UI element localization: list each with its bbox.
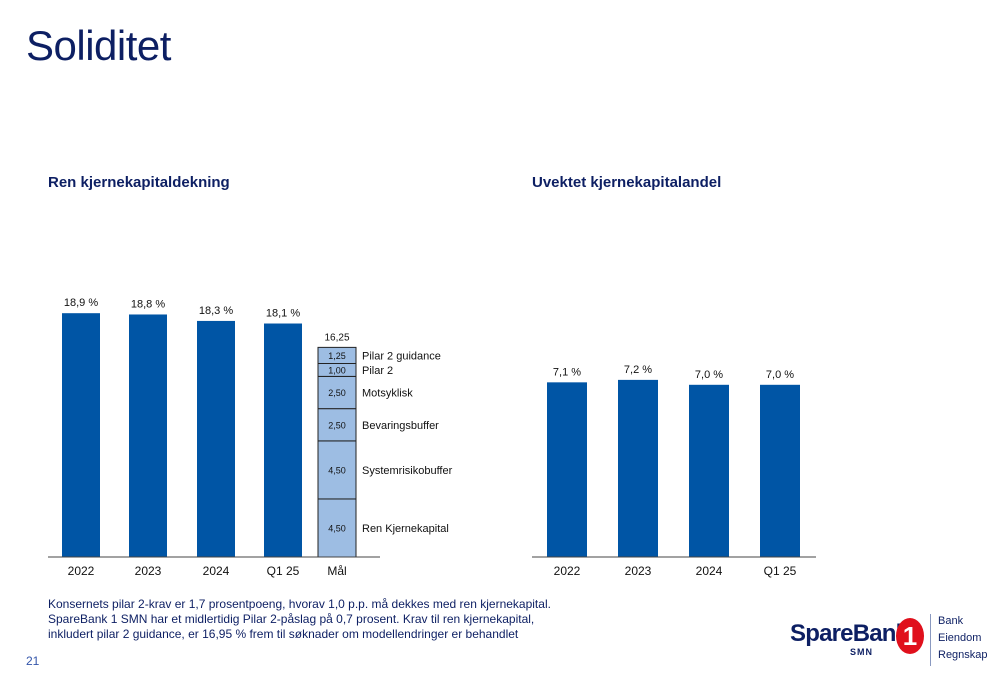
bar (547, 382, 587, 557)
x-tick-label: 2022 (554, 564, 581, 578)
stack-segment-name: Bevaringsbuffer (362, 420, 439, 432)
x-tick-label: Mål (327, 564, 346, 578)
stack-segment-name: Motsyklisk (362, 388, 413, 400)
bar (62, 313, 100, 557)
bar-value-label: 7,0 % (766, 369, 794, 381)
bar-value-label: 7,0 % (695, 369, 723, 381)
stack-segment (317, 440, 357, 500)
bar-value-label: 18,1 % (266, 308, 300, 320)
stack-segment (317, 346, 357, 364)
x-tick-label: Q1 25 (267, 564, 300, 578)
bar-value-label: 18,8 % (131, 298, 165, 310)
stack-segment-value: 1,00 (328, 365, 346, 375)
x-tick-label: 2023 (625, 564, 652, 578)
x-tick-label: 2024 (203, 564, 230, 578)
x-tick-label: 2022 (68, 564, 95, 578)
logo-sub: SMN (850, 647, 873, 657)
stack-segment-name: Systemrisikobuffer (362, 465, 453, 477)
bar-value-label: 18,3 % (199, 305, 233, 317)
bar (689, 384, 729, 557)
page-title: Soliditet (26, 22, 171, 69)
stack-segment-value: 2,50 (328, 388, 346, 398)
footnote-line: SpareBank 1 SMN har et midlertidig Pilar… (48, 612, 535, 626)
page-number: 21 (26, 654, 40, 668)
stack-segment (317, 408, 357, 442)
bar-value-label: 7,1 % (553, 366, 581, 378)
stack-segment-value: 4,50 (328, 523, 346, 533)
bar-value-label: 18,9 % (64, 297, 98, 309)
bar (618, 379, 658, 557)
chart-title-leverage-ratio: Uvektet kjernekapitalandel (532, 174, 722, 191)
logo-business-areas: Bank Eiendom Regnskap (938, 613, 988, 664)
footnote-line: Konsernets pilar 2-krav er 1,7 prosentpo… (48, 597, 551, 611)
logo-item: Bank (938, 615, 964, 627)
logo-item: Regnskap (938, 649, 988, 661)
x-tick-label: Q1 25 (764, 564, 797, 578)
bar (129, 314, 167, 557)
stack-segment-value: 1,25 (328, 351, 346, 361)
stack-segment-value: 4,50 (328, 465, 346, 475)
stack-segment-name: Pilar 2 (362, 365, 393, 377)
stack-segment-value: 2,50 (328, 420, 346, 430)
stack-segment-name: Pilar 2 guidance (362, 350, 441, 362)
bar-value-label: 7,2 % (624, 364, 652, 376)
footnote: Konsernets pilar 2-krav er 1,7 prosentpo… (48, 597, 551, 642)
stack-segment-name: Ren Kjernekapital (362, 523, 449, 535)
logo-item: Eiendom (938, 632, 982, 644)
bar (197, 320, 235, 557)
logo-brand: SpareBank (790, 620, 909, 647)
x-tick-label: 2024 (696, 564, 723, 578)
footnote-line: inkludert pilar 2 guidance, er 16,95 % f… (48, 627, 519, 641)
x-tick-label: 2023 (135, 564, 162, 578)
bar (760, 384, 800, 557)
bar (264, 323, 302, 557)
chart-title-cet1-ratio: Ren kjernekapitaldekning (48, 174, 230, 191)
target-total-label: 16,25 (324, 332, 349, 343)
logo-divider (930, 614, 931, 666)
logo-badge-icon: 1 (896, 618, 924, 654)
sparebank-logo: SpareBank 1 SMN Bank Eiendom Regnskap (790, 612, 990, 672)
